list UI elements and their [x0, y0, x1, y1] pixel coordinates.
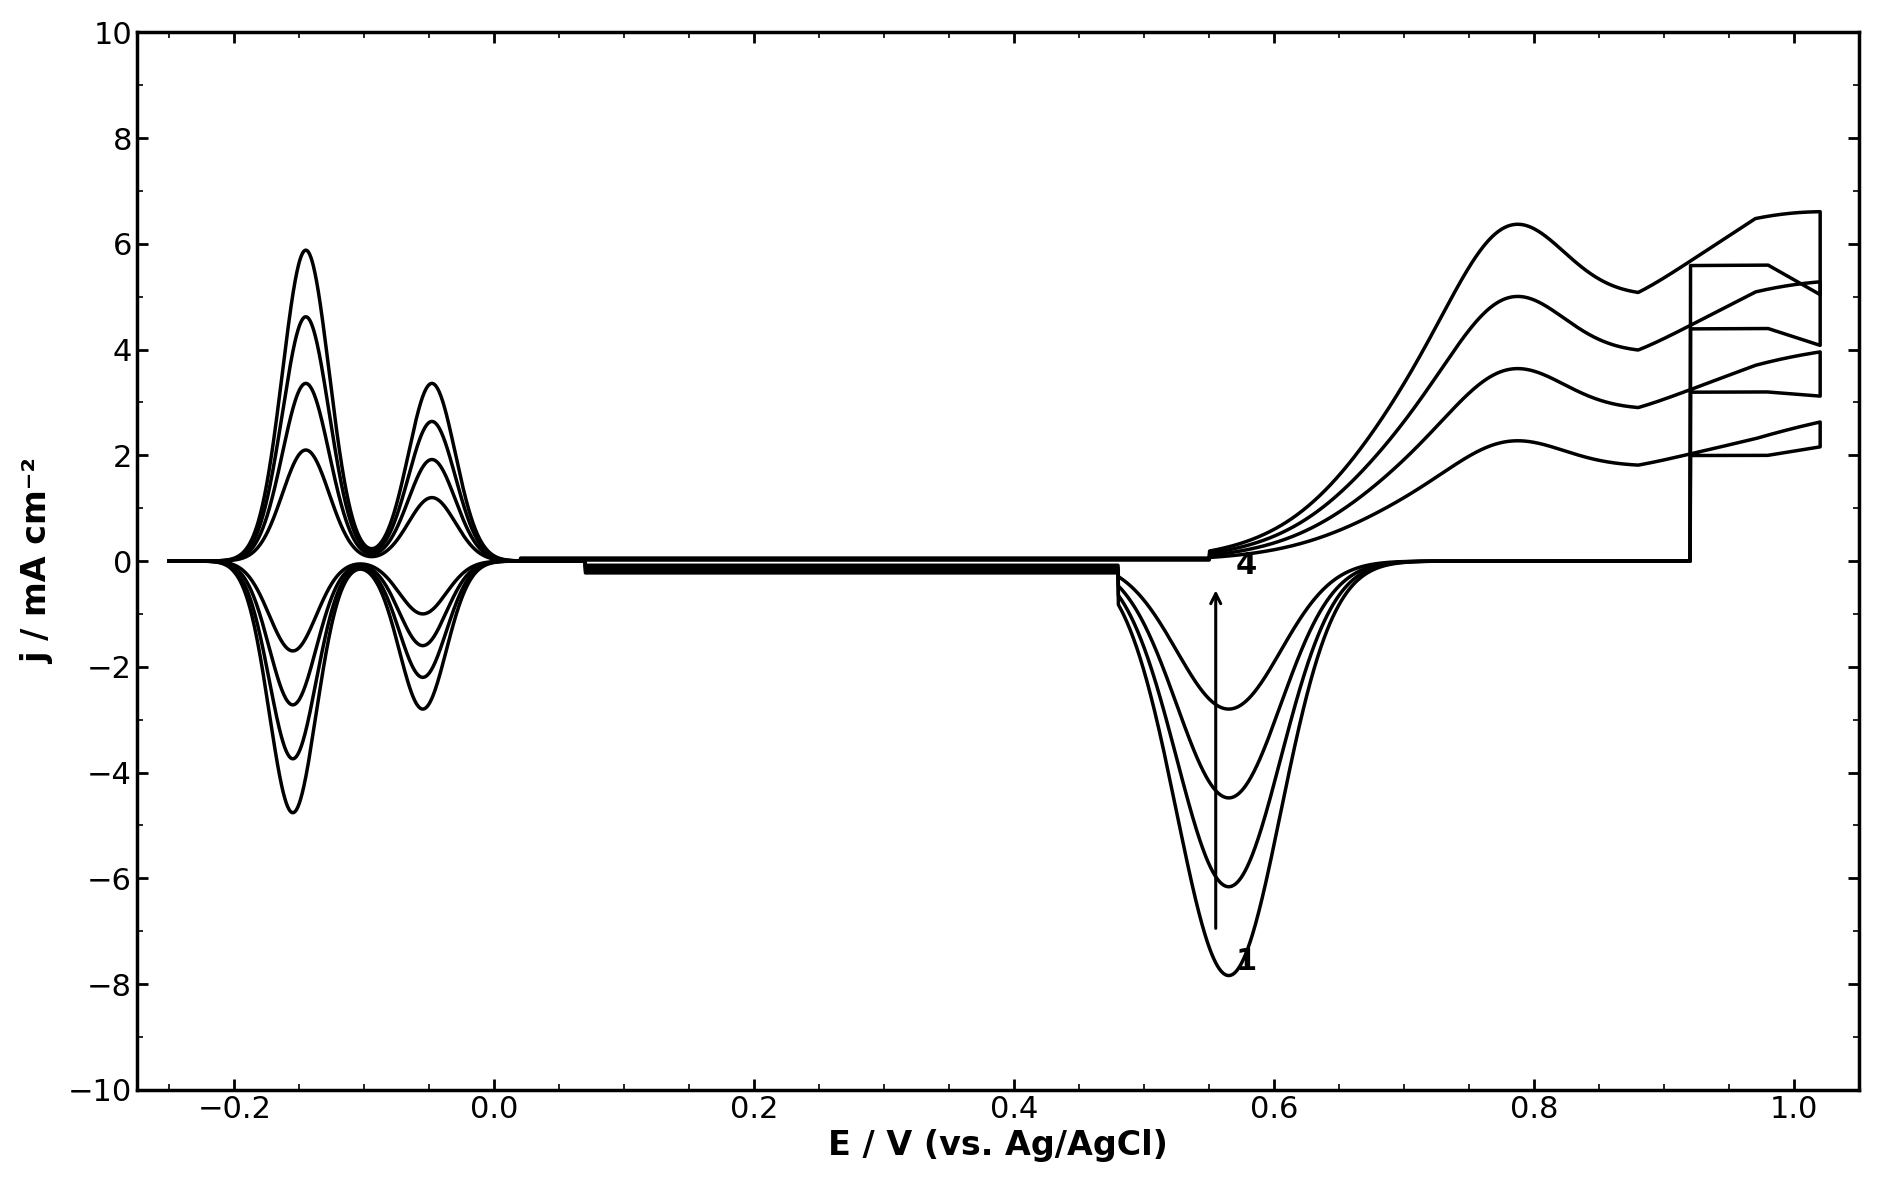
Y-axis label: j / mA cm⁻²: j / mA cm⁻² [21, 458, 55, 664]
X-axis label: E / V (vs. Ag/AgCl): E / V (vs. Ag/AgCl) [827, 1129, 1167, 1162]
Text: 4: 4 [1235, 550, 1256, 580]
Text: 1: 1 [1235, 948, 1256, 976]
